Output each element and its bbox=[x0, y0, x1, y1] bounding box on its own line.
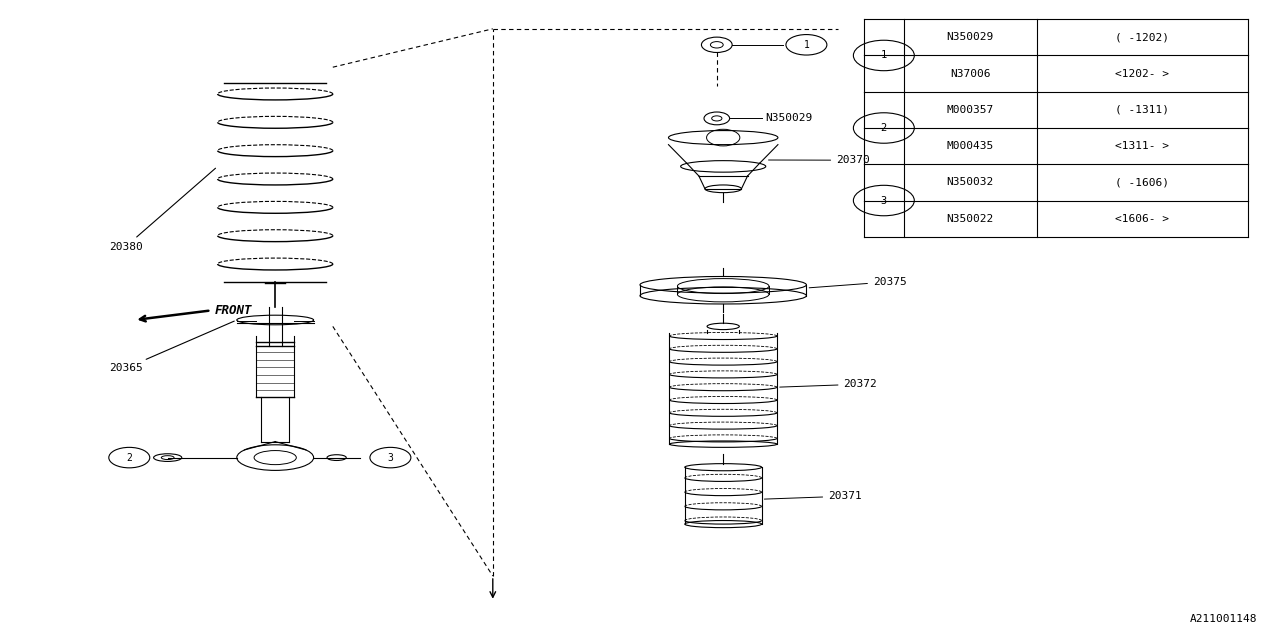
Text: 2: 2 bbox=[881, 123, 887, 133]
Text: M000435: M000435 bbox=[947, 141, 993, 151]
Text: N350022: N350022 bbox=[947, 214, 993, 223]
Text: 3: 3 bbox=[388, 452, 393, 463]
Text: 20365: 20365 bbox=[109, 321, 234, 373]
Text: ( -1202): ( -1202) bbox=[1115, 33, 1170, 42]
Text: <1311- >: <1311- > bbox=[1115, 141, 1170, 151]
Text: N350032: N350032 bbox=[947, 177, 993, 188]
Text: 3: 3 bbox=[881, 196, 887, 205]
Text: <1202- >: <1202- > bbox=[1115, 68, 1170, 79]
Text: 20380: 20380 bbox=[109, 168, 215, 252]
Text: 20370: 20370 bbox=[768, 155, 870, 165]
Text: 1: 1 bbox=[881, 51, 887, 60]
Text: N350029: N350029 bbox=[947, 33, 993, 42]
Text: 2: 2 bbox=[127, 452, 132, 463]
Text: N37006: N37006 bbox=[950, 68, 991, 79]
Text: 1: 1 bbox=[804, 40, 809, 50]
Text: <1606- >: <1606- > bbox=[1115, 214, 1170, 223]
Text: 20372: 20372 bbox=[780, 379, 877, 389]
Text: 20371: 20371 bbox=[764, 492, 861, 501]
Text: FRONT: FRONT bbox=[215, 304, 252, 317]
Text: ( -1606): ( -1606) bbox=[1115, 177, 1170, 188]
Text: ( -1311): ( -1311) bbox=[1115, 105, 1170, 115]
Text: A211001148: A211001148 bbox=[1189, 614, 1257, 624]
Text: M000357: M000357 bbox=[947, 105, 993, 115]
Text: N350029: N350029 bbox=[765, 113, 813, 124]
Text: 20375: 20375 bbox=[809, 276, 906, 288]
